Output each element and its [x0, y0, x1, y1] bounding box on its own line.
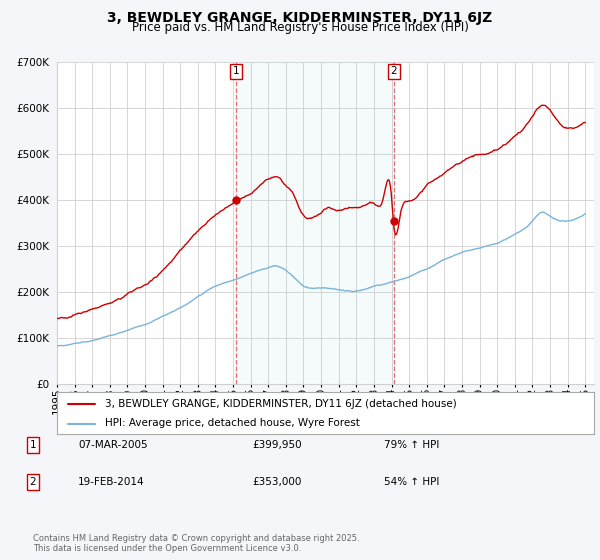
Bar	[236, 62, 394, 384]
Text: Price paid vs. HM Land Registry's House Price Index (HPI): Price paid vs. HM Land Registry's House …	[131, 21, 469, 34]
Text: 1: 1	[233, 67, 239, 76]
Text: 3, BEWDLEY GRANGE, KIDDERMINSTER, DY11 6JZ: 3, BEWDLEY GRANGE, KIDDERMINSTER, DY11 6…	[107, 11, 493, 25]
Text: 1: 1	[29, 440, 37, 450]
Text: 3, BEWDLEY GRANGE, KIDDERMINSTER, DY11 6JZ (detached house): 3, BEWDLEY GRANGE, KIDDERMINSTER, DY11 6…	[106, 399, 457, 409]
Text: 07-MAR-2005: 07-MAR-2005	[78, 440, 148, 450]
Text: 2: 2	[29, 477, 37, 487]
Text: 19-FEB-2014: 19-FEB-2014	[78, 477, 145, 487]
Text: 79% ↑ HPI: 79% ↑ HPI	[384, 440, 439, 450]
Text: 54% ↑ HPI: 54% ↑ HPI	[384, 477, 439, 487]
Text: 2: 2	[391, 67, 397, 76]
Text: £353,000: £353,000	[252, 477, 301, 487]
Text: HPI: Average price, detached house, Wyre Forest: HPI: Average price, detached house, Wyre…	[106, 418, 360, 428]
Text: £399,950: £399,950	[252, 440, 302, 450]
Text: Contains HM Land Registry data © Crown copyright and database right 2025.
This d: Contains HM Land Registry data © Crown c…	[33, 534, 359, 553]
